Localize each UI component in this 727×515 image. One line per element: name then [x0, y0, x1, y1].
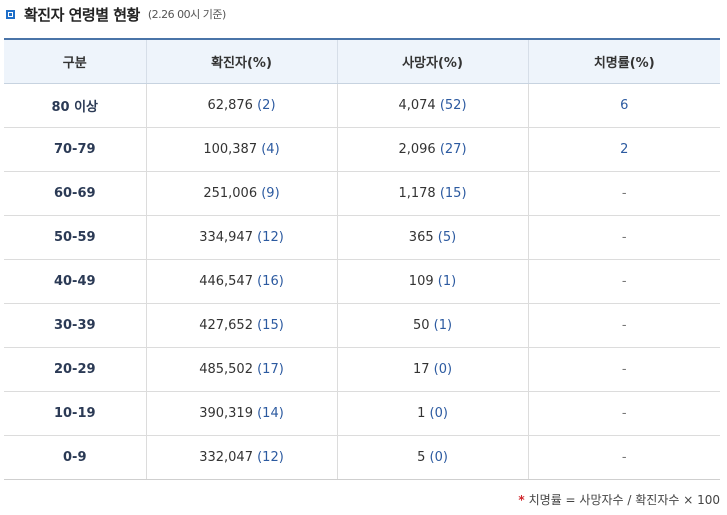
fatality-cell: 2: [527, 127, 720, 172]
table-row: 10-19 390,319 (14) 1 (0) -: [4, 391, 720, 436]
cases-value: 334,947: [199, 230, 253, 245]
deaths-cell: 17 (0): [336, 347, 528, 392]
cases-value: 62,876: [207, 98, 253, 113]
table-body: 80 이상 62,876 (2) 4,074 (52) 6 70-79 100,387 (…: [4, 83, 720, 480]
age-group-cell: 70-79: [4, 127, 146, 172]
footnote-asterisk: *: [518, 493, 525, 507]
age-group-cell: 80 이상: [4, 83, 146, 128]
cases-percent: (9): [261, 186, 280, 201]
deaths-cell: 1,178 (15): [336, 171, 528, 216]
section-title: 확진자 연령별 현황: [24, 5, 140, 24]
fatality-cell: -: [527, 303, 720, 348]
fatality-cell: 6: [527, 83, 720, 128]
table-row: 30-39 427,652 (15) 50 (1) -: [4, 303, 720, 348]
deaths-percent: (52): [439, 98, 467, 113]
cases-percent: (4): [261, 142, 280, 157]
cases-value: 446,547: [199, 274, 253, 289]
cases-cell: 446,547 (16): [145, 259, 337, 304]
cases-percent: (2): [257, 98, 276, 113]
cases-cell: 62,876 (2): [145, 83, 337, 128]
cases-cell: 334,947 (12): [145, 215, 337, 260]
age-group-cell: 60-69: [4, 171, 146, 216]
fatality-cell: -: [527, 171, 720, 216]
table-row: 70-79 100,387 (4) 2,096 (27) 2: [4, 127, 720, 172]
cases-percent: (12): [257, 230, 284, 245]
deaths-cell: 109 (1): [336, 259, 528, 304]
table-row: 60-69 251,006 (9) 1,178 (15) -: [4, 171, 720, 216]
table-row: 40-49 446,547 (16) 109 (1) -: [4, 259, 720, 304]
age-group-cell: 30-39: [4, 303, 146, 348]
cases-percent: (12): [257, 450, 284, 465]
table-row: 80 이상 62,876 (2) 4,074 (52) 6: [4, 83, 720, 128]
cases-value: 332,047: [199, 450, 253, 465]
table-row: 50-59 334,947 (12) 365 (5) -: [4, 215, 720, 260]
deaths-cell: 4,074 (52): [336, 83, 528, 128]
deaths-value: 2,096: [398, 142, 436, 157]
cases-percent: (17): [257, 362, 284, 377]
deaths-percent: (0): [429, 406, 448, 421]
cases-percent: (14): [257, 406, 284, 421]
deaths-cell: 2,096 (27): [336, 127, 528, 172]
deaths-value: 5: [417, 450, 426, 465]
table-row: 20-29 485,502 (17) 17 (0) -: [4, 347, 720, 392]
column-header-age: 구분: [4, 38, 146, 84]
age-stats-table: 구분 확진자(%) 사망자(%) 치명률(%) 80 이상 62,876 (2) 4…: [4, 38, 720, 480]
column-header-fatality: 치명률(%): [527, 38, 720, 84]
deaths-value: 50: [412, 318, 430, 333]
footnote-text: 치명률 = 사망자수 / 확진자수 × 100: [528, 493, 720, 507]
cases-cell: 251,006 (9): [145, 171, 337, 216]
column-header-deaths: 사망자(%): [336, 38, 528, 84]
cases-cell: 485,502 (17): [145, 347, 337, 392]
column-header-cases: 확진자(%): [145, 38, 337, 84]
fatality-cell: -: [527, 347, 720, 392]
cases-cell: 100,387 (4): [145, 127, 337, 172]
deaths-value: 365: [408, 230, 434, 245]
cases-value: 390,319: [199, 406, 253, 421]
cases-percent: (16): [257, 274, 284, 289]
fatality-cell: -: [527, 435, 720, 480]
age-group-cell: 0-9: [4, 435, 146, 480]
deaths-percent: (15): [439, 186, 467, 201]
deaths-value: 1: [417, 406, 426, 421]
cases-cell: 332,047 (12): [145, 435, 337, 480]
deaths-percent: (0): [429, 450, 448, 465]
footnote: * 치명률 = 사망자수 / 확진자수 × 100: [518, 491, 720, 508]
deaths-percent: (0): [433, 362, 453, 377]
age-group-cell: 20-29: [4, 347, 146, 392]
fatality-cell: -: [527, 259, 720, 304]
deaths-cell: 5 (0): [336, 435, 528, 480]
deaths-percent: (1): [433, 318, 453, 333]
deaths-value: 17: [412, 362, 430, 377]
deaths-cell: 365 (5): [336, 215, 528, 260]
section-subtitle: (2.26 00시 기준): [147, 8, 226, 21]
fatality-cell: -: [527, 391, 720, 436]
cases-value: 485,502: [199, 362, 253, 377]
cases-value: 251,006: [203, 186, 258, 201]
table-row: 0-9 332,047 (12) 5 (0) -: [4, 435, 720, 480]
deaths-percent: (1): [437, 274, 457, 289]
cases-percent: (15): [257, 318, 284, 333]
deaths-value: 1,178: [398, 186, 436, 201]
deaths-cell: 50 (1): [336, 303, 528, 348]
age-group-cell: 50-59: [4, 215, 146, 260]
deaths-cell: 1 (0): [336, 391, 528, 436]
fatality-cell: -: [527, 215, 720, 260]
age-group-cell: 10-19: [4, 391, 146, 436]
section-header: 확진자 연령별 현황 (2.26 00시 기준): [6, 4, 226, 24]
deaths-percent: (5): [437, 230, 457, 245]
cases-cell: 427,652 (15): [145, 303, 337, 348]
deaths-value: 109: [408, 274, 434, 289]
age-group-cell: 40-49: [4, 259, 146, 304]
deaths-percent: (27): [439, 142, 467, 157]
square-bullet-icon: [6, 9, 15, 19]
table-header-row: 구분 확진자(%) 사망자(%) 치명률(%): [4, 38, 720, 84]
cases-value: 427,652: [199, 318, 253, 333]
cases-cell: 390,319 (14): [145, 391, 337, 436]
deaths-value: 4,074: [398, 98, 436, 113]
cases-value: 100,387: [203, 142, 258, 157]
